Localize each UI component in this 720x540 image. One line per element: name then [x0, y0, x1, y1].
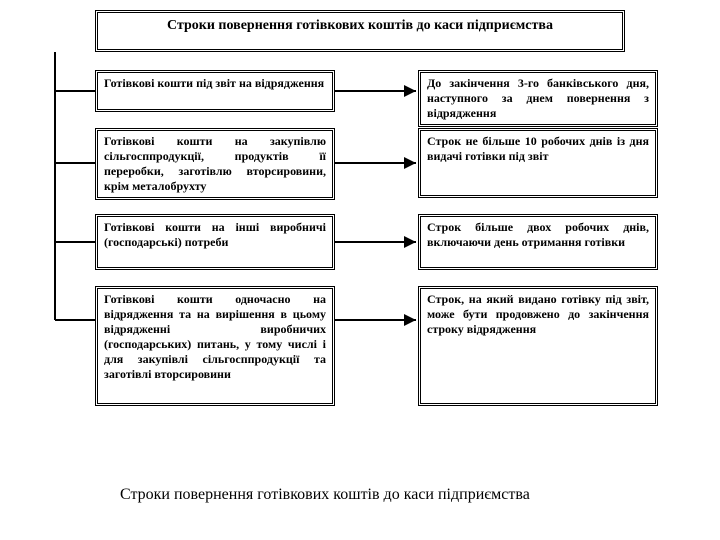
diagram-container: Строки повернення готівкових коштів до к…: [0, 0, 720, 480]
right-box-row-1: До закінчення 3-го банківсь­кого дня, на…: [418, 70, 658, 127]
left-box-row-3: Готівкові кошти на інші ви­робничі (госп…: [95, 214, 335, 270]
left-box-row-1: Готівкові кошти під звіт на відрядження: [95, 70, 335, 112]
right-box-row-2: Строк не більше 10 робочих днів із дня в…: [418, 128, 658, 198]
caption-text: Строки повернення готівкових коштів до к…: [120, 486, 530, 504]
right-box-row-4: Строк, на який видано готівку під звіт, …: [418, 286, 658, 406]
title-box: Строки повернення готівкових коштів до к…: [95, 10, 625, 52]
left-box-row-2: Готівкові кошти на закупівлю сільгосппро…: [95, 128, 335, 200]
right-box-row-3: Строк більше двох робочих днів, включаюч…: [418, 214, 658, 270]
left-box-row-4: Готівкові кошти одночасно на відрядження…: [95, 286, 335, 406]
